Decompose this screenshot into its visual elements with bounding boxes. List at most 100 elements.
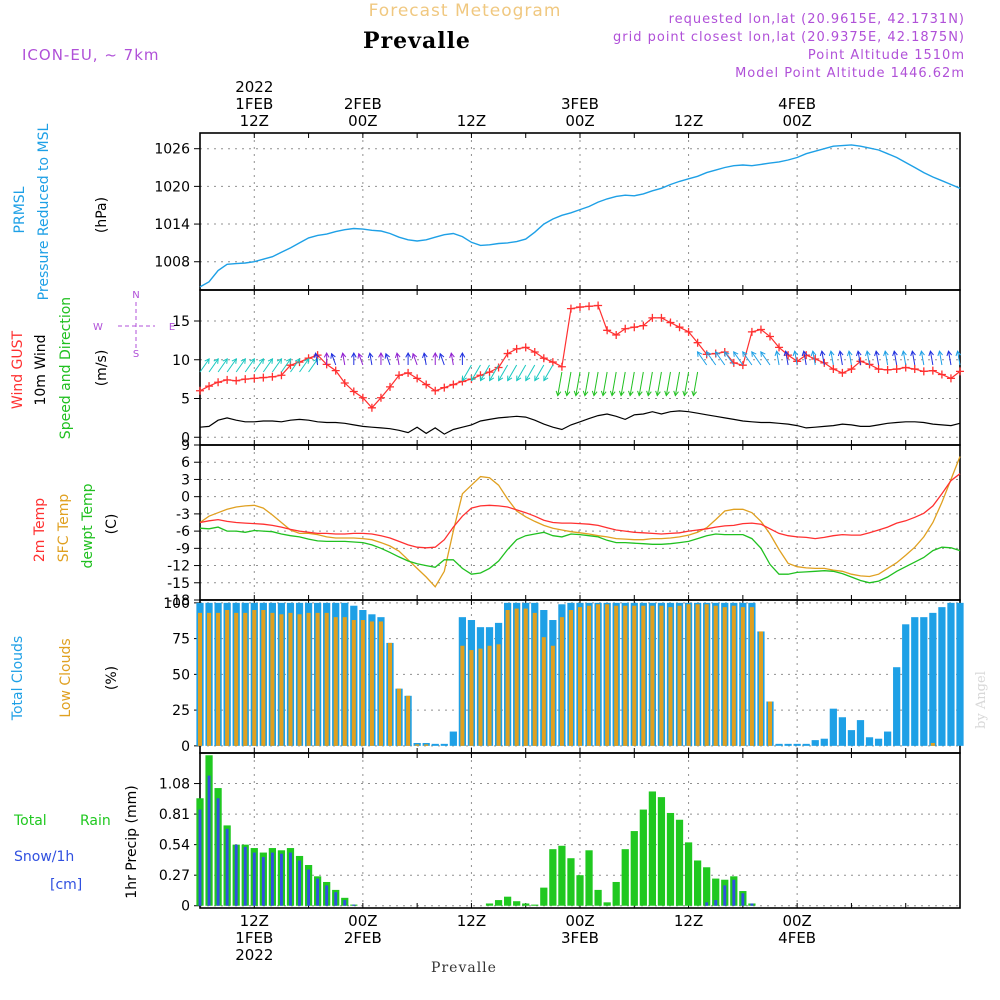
snow-bar bbox=[270, 852, 274, 906]
wind-arrow-head bbox=[792, 350, 799, 357]
wind-gust-point bbox=[413, 374, 422, 383]
wind-gust-point bbox=[485, 368, 494, 377]
wind-arrow-head bbox=[405, 351, 411, 358]
wind-arrow-head bbox=[846, 350, 853, 357]
wind-gust-point bbox=[738, 361, 747, 370]
wind-gust-point bbox=[494, 363, 503, 372]
wind-arrow-head bbox=[774, 350, 781, 357]
wind-arrow-head bbox=[258, 358, 265, 364]
compass-south: S bbox=[133, 349, 139, 360]
low-cloud-bar bbox=[270, 612, 275, 746]
wind-arrow bbox=[253, 358, 264, 373]
wind-gust-point bbox=[585, 302, 594, 311]
precip-ytick-2: 0.54 bbox=[159, 838, 190, 854]
wind-arrow bbox=[369, 353, 373, 366]
low-cloud-bar bbox=[731, 605, 736, 746]
wind-gust-point bbox=[775, 343, 784, 352]
location-title: Prevalle bbox=[363, 28, 471, 54]
total-clouds-label: Total Clouds bbox=[10, 636, 26, 721]
precip-bar bbox=[703, 867, 711, 906]
snow-bar bbox=[316, 878, 320, 906]
wind-gust-point bbox=[386, 382, 394, 391]
low-cloud-bar bbox=[360, 620, 365, 746]
low-cloud-bar bbox=[704, 604, 709, 746]
low-cloud-bar bbox=[930, 742, 935, 746]
wind-arrow bbox=[957, 351, 961, 366]
top-time-label-5-0: 4FEB bbox=[778, 95, 816, 113]
wind-arrow bbox=[262, 358, 273, 373]
precip-ytick-0: 0 bbox=[181, 899, 190, 915]
top-time-label-5-1: 00Z bbox=[782, 112, 811, 130]
model-label: ICON-EU, ~ 7km bbox=[22, 46, 160, 64]
wind-arrow bbox=[794, 351, 798, 366]
wind-arrow bbox=[557, 371, 563, 396]
wind-arrow-head bbox=[213, 358, 219, 364]
wind-arrow-head bbox=[489, 375, 495, 382]
top-time-label-2-0: 12Z bbox=[457, 112, 486, 130]
wind-arrow-head bbox=[714, 351, 721, 357]
wind-arrow-head bbox=[276, 358, 283, 364]
wind-arrow bbox=[776, 351, 780, 366]
wind-gust-point bbox=[675, 323, 684, 332]
wind-arrow-head bbox=[760, 351, 766, 357]
wind-arrow bbox=[331, 353, 337, 366]
wind-arrow bbox=[697, 351, 708, 366]
clouds-ytick-3: 75 bbox=[172, 632, 190, 648]
low-cloud-bar bbox=[415, 744, 420, 746]
wind-gust-point bbox=[367, 403, 376, 412]
dewpoint-line bbox=[199, 526, 961, 584]
wind-arrow bbox=[385, 353, 391, 366]
total-cloud-bar bbox=[902, 624, 910, 746]
wind-arrow bbox=[638, 371, 644, 396]
wind-arrow bbox=[674, 371, 681, 396]
dewpoint-label: dewpt Temp bbox=[80, 483, 96, 568]
bottom-time-label-0-1: 1FEB bbox=[235, 929, 273, 947]
wind-arrow-head bbox=[724, 351, 730, 357]
wind-gust-point bbox=[802, 351, 811, 360]
total-cloud-bar bbox=[811, 740, 819, 746]
low-cloud-bar bbox=[596, 604, 601, 746]
wind-gust-point bbox=[756, 325, 765, 334]
wind-arrow-head bbox=[507, 375, 513, 382]
wind-arrow bbox=[593, 371, 599, 396]
low-cloud-bar bbox=[243, 612, 248, 746]
low-cloud-bar bbox=[632, 605, 637, 746]
wind-arrow-head bbox=[422, 352, 428, 359]
wind-arrow bbox=[929, 351, 934, 366]
low-clouds-label: Low Clouds bbox=[58, 638, 74, 717]
wind-gust-point bbox=[747, 327, 756, 336]
prmsl-line bbox=[199, 144, 961, 288]
low-cloud-bar bbox=[197, 612, 203, 746]
bottom-time-label-1-1: 2FEB bbox=[344, 929, 382, 947]
low-cloud-bar bbox=[487, 645, 492, 746]
low-cloud-bar bbox=[559, 617, 564, 746]
wind-gust-point bbox=[259, 373, 268, 382]
wind-arrow-head bbox=[367, 352, 374, 359]
total-cloud-bar bbox=[938, 607, 946, 746]
wind-gust-point bbox=[630, 323, 639, 332]
total-cloud-bar bbox=[911, 617, 919, 746]
wind-arrow-head bbox=[340, 352, 347, 359]
precip-unit: 1hr Precip (mm) bbox=[124, 785, 140, 898]
low-cloud-bar bbox=[659, 605, 664, 746]
compass-rose: N E S W bbox=[93, 290, 175, 360]
top-time-label-1-0: 2FEB bbox=[344, 95, 382, 113]
wind-arrow bbox=[498, 364, 509, 381]
pressure-ytick-0: 1008 bbox=[154, 255, 190, 271]
snow-bar bbox=[334, 892, 338, 906]
top-time-label-3-1: 00Z bbox=[565, 112, 594, 130]
wind-gust-point bbox=[892, 365, 901, 374]
wind-gust-point bbox=[766, 332, 774, 341]
wind-arrow-head bbox=[267, 358, 274, 364]
wind-gust-point bbox=[358, 393, 367, 402]
snow-bar bbox=[741, 893, 745, 906]
wind-arrow bbox=[857, 351, 861, 366]
low-cloud-bar bbox=[288, 612, 293, 746]
wind-arrow bbox=[902, 351, 907, 366]
wind-arrow-head bbox=[438, 352, 445, 359]
clouds-ytick-1: 25 bbox=[172, 703, 190, 719]
precip-bar bbox=[612, 881, 620, 906]
wind-arrow-head bbox=[323, 351, 330, 358]
wind-arrow bbox=[920, 351, 925, 366]
